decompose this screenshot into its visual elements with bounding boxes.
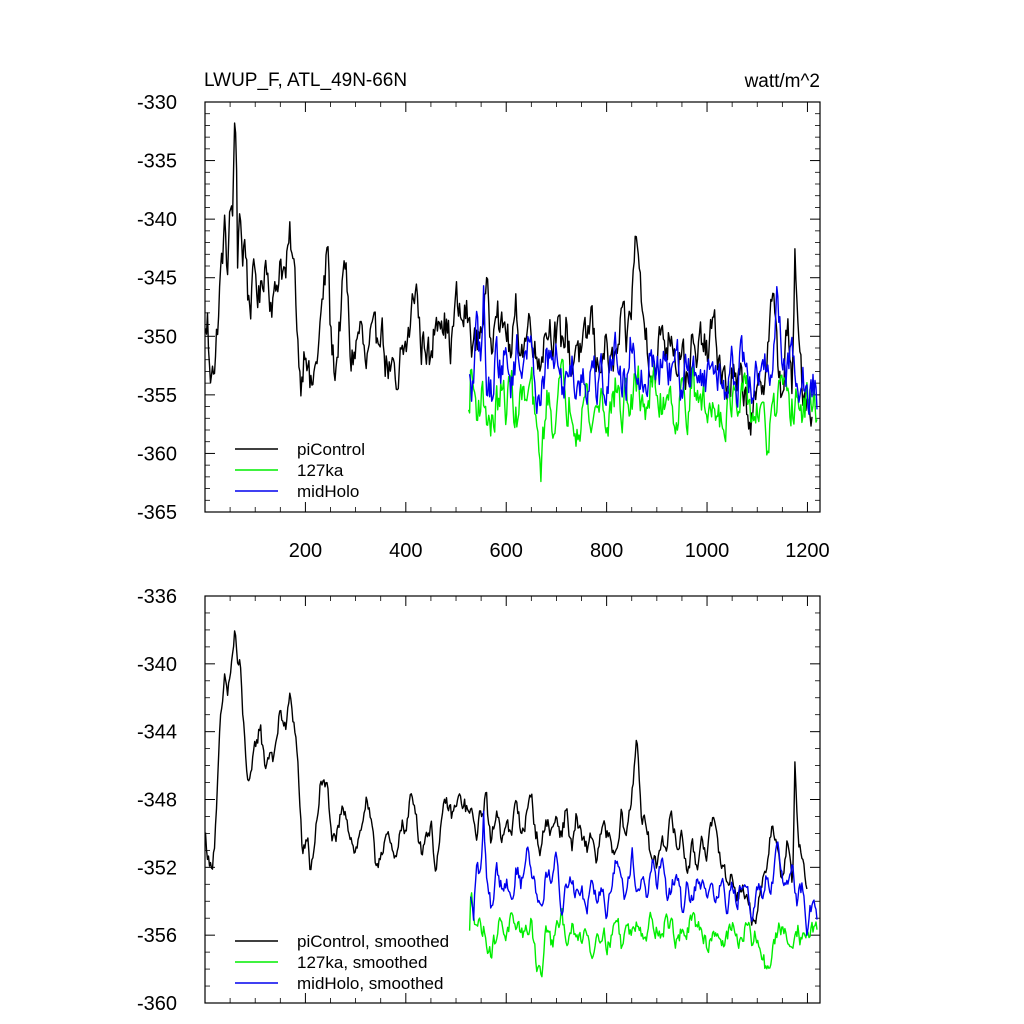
chart-title: LWUP_F, ATL_49N-66N xyxy=(204,70,407,91)
legend-label: piControl, smoothed xyxy=(297,932,449,951)
y-tick-label: -360 xyxy=(137,993,177,1015)
panel-bottom: -360 -356 -352 -348 -344 -340 -336 piControl, s… xyxy=(137,586,821,1015)
series-line-midholo-smoothed xyxy=(469,810,818,936)
y-tick-label: -355 xyxy=(137,385,177,407)
x-tick-label: 200 xyxy=(289,540,322,562)
y-tick-label: -344 xyxy=(137,722,177,744)
y-tick-label: -356 xyxy=(137,925,177,947)
y-tick-label: -345 xyxy=(137,268,177,290)
legend-label: 127ka, smoothed xyxy=(297,953,427,972)
y-tick-label: -335 xyxy=(137,151,177,173)
series-line-127ka-smoothed xyxy=(468,892,818,978)
x-tick-label: 1200 xyxy=(785,540,830,562)
series-line-picontrol xyxy=(205,122,813,436)
y-tick-label: -352 xyxy=(137,857,177,879)
y-tick-label: -360 xyxy=(137,443,177,465)
plot-frame-top xyxy=(204,101,821,513)
x-tick-label: 1000 xyxy=(685,540,730,562)
series-line-127ka xyxy=(467,358,818,483)
legend-label: 127ka xyxy=(297,461,344,480)
y-tick-label: -348 xyxy=(137,790,177,812)
legend-label: piControl xyxy=(297,440,365,459)
y-tick-label: -330 xyxy=(137,92,177,114)
legend-label: midHolo, smoothed xyxy=(297,974,443,993)
units-label: watt/m^2 xyxy=(744,71,820,92)
y-tick-label: -365 xyxy=(137,502,177,524)
x-tick-label: 800 xyxy=(590,540,623,562)
series-line-picontrol-smoothed xyxy=(205,630,808,926)
y-tick-label: -340 xyxy=(137,654,177,676)
series-line-midholo xyxy=(468,285,818,415)
panel-top: LWUP_F, ATL_49N-66N watt/m^2 -365 -360 -35… xyxy=(137,70,830,562)
y-tick-label: -340 xyxy=(137,209,177,231)
y-tick-label: -350 xyxy=(137,326,177,348)
x-tick-label: 600 xyxy=(490,540,523,562)
y-tick-label: -336 xyxy=(137,586,177,608)
x-tick-label: 400 xyxy=(389,540,422,562)
legend-label: midHolo xyxy=(297,482,359,501)
